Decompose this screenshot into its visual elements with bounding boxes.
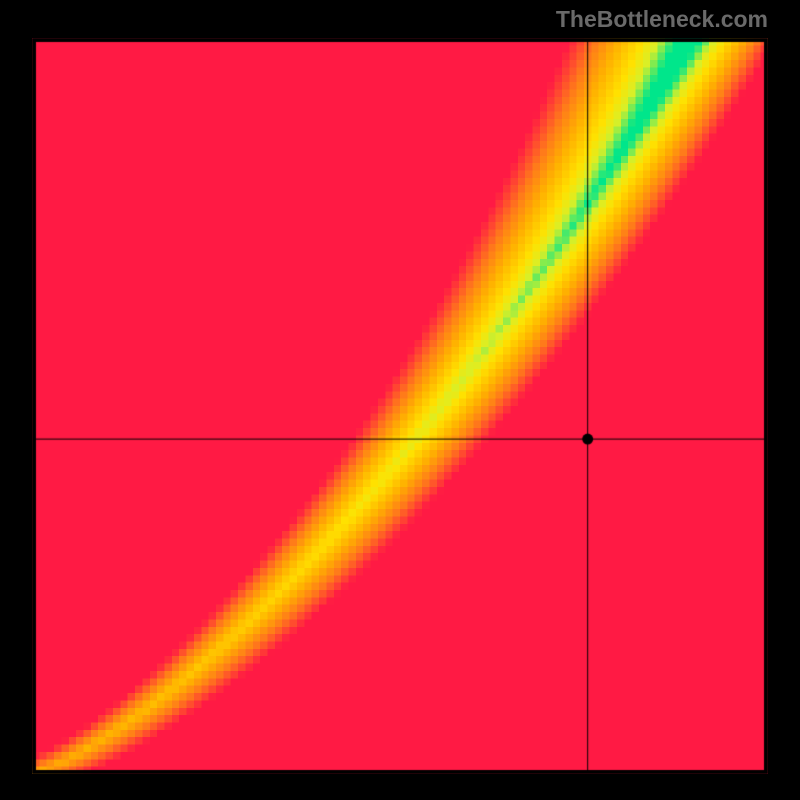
watermark-text: TheBottleneck.com bbox=[556, 6, 768, 33]
overlay-canvas bbox=[0, 0, 800, 800]
chart-container: TheBottleneck.com bbox=[0, 0, 800, 800]
